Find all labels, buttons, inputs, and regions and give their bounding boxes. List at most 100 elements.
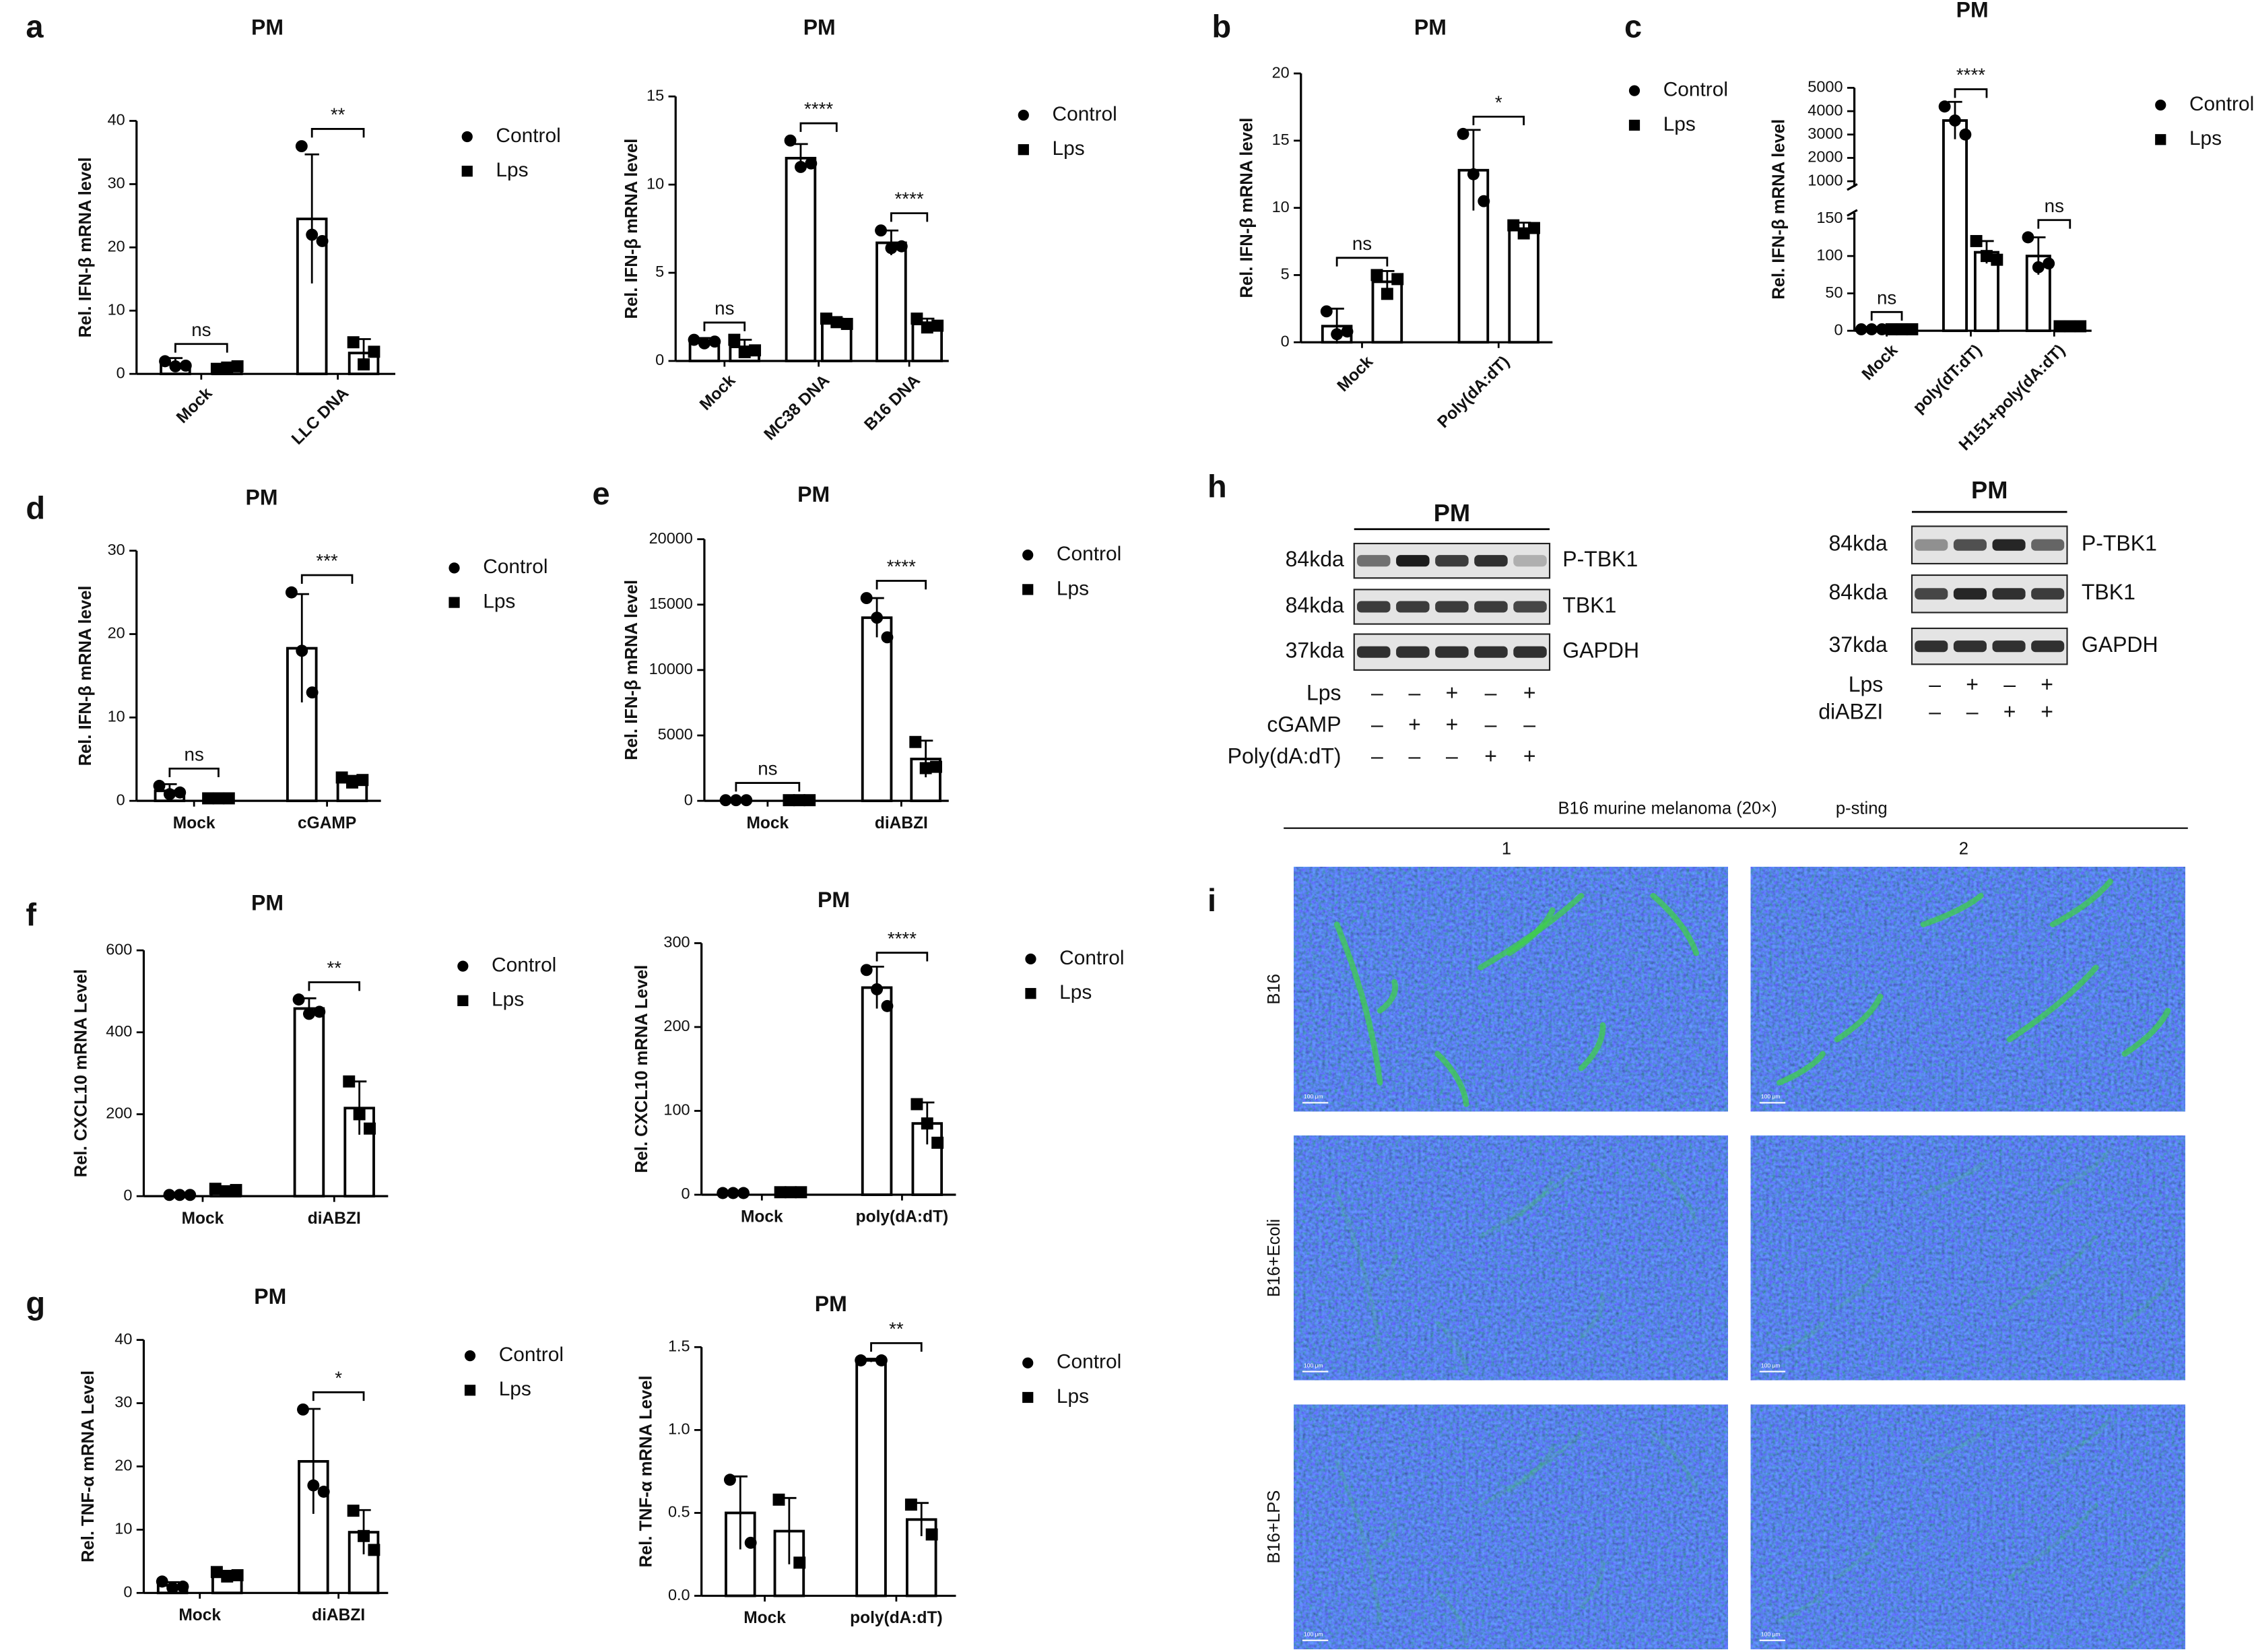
scale-bar-label: 100 μm (1304, 1093, 1323, 1100)
stain-streak (1434, 1051, 1469, 1107)
panel-label: g (26, 1285, 45, 1321)
significance-bracket (300, 574, 354, 584)
data-point (1018, 144, 1029, 156)
stain-streak (1507, 1177, 1555, 1224)
y-tick-label: 5000 (658, 725, 693, 743)
significance-bracket (1472, 115, 1525, 126)
x-tick-label: Mock (1334, 352, 1377, 395)
x-tick-label: Mock (173, 384, 216, 427)
data-point (930, 760, 942, 773)
condition-sign: – (1485, 681, 1497, 705)
legend-label: Control (483, 556, 548, 578)
y-axis-label: Rel. TNF-α mRNA Level (636, 1375, 655, 1567)
panel-label: b (1212, 8, 1231, 44)
panel-label: d (26, 490, 45, 525)
data-point (1865, 323, 1878, 335)
x-tick-label: Mock (178, 1606, 221, 1624)
data-point (1320, 305, 1333, 318)
significance-label: * (335, 1367, 342, 1388)
condition-sign: + (1523, 681, 1536, 705)
data-point (231, 360, 244, 372)
blot-band (1992, 640, 2026, 653)
data-point (306, 228, 319, 241)
significance-bracket (168, 767, 220, 778)
significance-label: ns (758, 758, 777, 779)
data-point (2074, 320, 2087, 333)
data-point (1628, 85, 1640, 96)
legend-label: Lps (499, 1378, 531, 1400)
legend-label: Lps (1057, 1385, 1089, 1408)
data-point (881, 999, 894, 1012)
panel-label: i (1207, 882, 1216, 918)
stain-streak (1651, 1162, 1698, 1224)
chart-title: PM (797, 482, 830, 506)
stain-streak (1435, 1589, 1469, 1645)
column-label: 1 (1502, 839, 1511, 858)
y-tick-label: 200 (663, 1017, 690, 1034)
y-tick-label: 0 (123, 1186, 132, 1203)
condition-sign: – (1409, 681, 1421, 705)
condition-sign: + (1484, 744, 1497, 768)
axis-break (1847, 209, 1858, 217)
data-point (1517, 227, 1530, 240)
significance-label: **** (888, 928, 917, 949)
data-point (221, 361, 234, 374)
significance-bracket (2037, 219, 2071, 229)
bar (785, 156, 817, 362)
y-axis-label: Rel. IFN-β mRNA level (76, 585, 95, 766)
stain-streak (1777, 1589, 1825, 1623)
data-point (855, 1354, 867, 1366)
x-tick-label: poly(dA:dT) (856, 1208, 949, 1226)
blot-band (1474, 646, 1508, 658)
significance-bracket (799, 122, 838, 132)
stain-streak (1920, 892, 1984, 927)
data-point (795, 1186, 807, 1199)
stain-streak (1377, 979, 1398, 1014)
microscopy-image (1750, 1404, 2185, 1649)
stain-streak (1834, 993, 1884, 1043)
significance-label: **** (887, 556, 916, 577)
data-point (176, 1580, 189, 1593)
y-tick-label: 0 (1281, 332, 1290, 350)
data-point (1022, 584, 1034, 595)
data-point (1949, 114, 1961, 127)
y-axis-label: Rel. CXCL10 mRNA Level (71, 969, 90, 1177)
data-point (202, 792, 215, 805)
y-tick-label: 0 (684, 791, 693, 808)
significance-bracket (875, 952, 929, 962)
blot-band (1992, 539, 2026, 551)
data-point (368, 345, 380, 358)
bar (855, 1359, 887, 1597)
data-point (744, 1536, 757, 1549)
data-point (1022, 1357, 1034, 1368)
x-tick-label: cGAMP (298, 814, 356, 832)
data-point (307, 1479, 320, 1492)
blot-size: 84kda (1286, 547, 1344, 571)
data-point (885, 242, 898, 255)
blot-protein: GAPDH (1562, 638, 1639, 663)
stain-streak (1578, 1022, 1606, 1071)
data-point (919, 762, 932, 774)
data-point (860, 592, 873, 605)
significance-bracket (1870, 310, 1903, 321)
blot-size: 37kda (1828, 632, 1887, 657)
chart-title: PM (818, 888, 850, 912)
chart-title: PM (803, 15, 836, 39)
panel-label: e (592, 475, 609, 511)
chart-title: PM (254, 1284, 286, 1309)
stain-streak (1834, 1263, 1883, 1311)
data-point (1981, 250, 1993, 263)
y-tick-label: 10 (1272, 198, 1290, 216)
x-tick-label: MC38 DNA (761, 371, 834, 444)
significance-bracket (703, 321, 746, 331)
chart-title: PM (1414, 15, 1447, 39)
blot-protein: TBK1 (1562, 593, 1616, 617)
y-tick-label: 10 (647, 174, 664, 192)
data-point (153, 779, 166, 792)
data-point (292, 993, 305, 1006)
blot-band (1357, 555, 1391, 567)
condition-sign: – (1929, 699, 1941, 723)
stain-streak (2122, 1546, 2170, 1594)
panel-label: a (26, 8, 44, 44)
significance-label: **** (895, 189, 924, 209)
